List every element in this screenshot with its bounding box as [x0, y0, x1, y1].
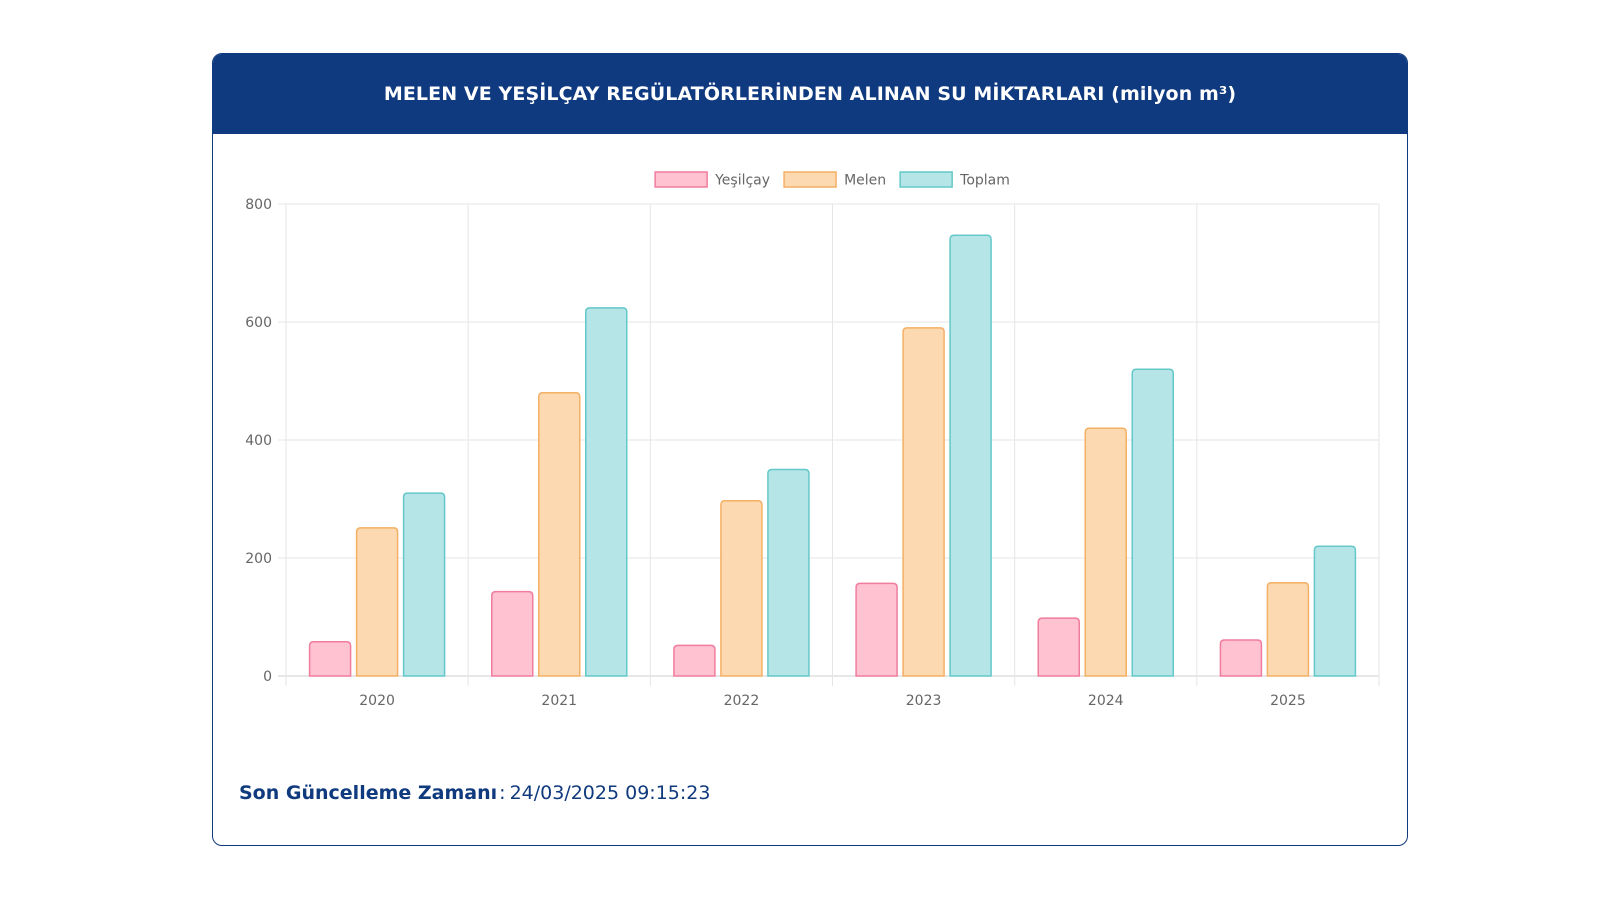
legend-swatch-toplam [899, 171, 953, 188]
bar-chart: 0 200 400 600 800 2020 2021 2022 2023 2024 2025 Yeş… [245, 171, 1380, 709]
bar-yeşilçay-2021 [491, 590, 534, 677]
bar-melen-2022 [720, 500, 763, 677]
x-tick-label: 2021 [541, 693, 577, 709]
bar-yeşilçay-2024 [1037, 617, 1080, 677]
last-update-separator: : [499, 782, 506, 804]
bar-melen-2021 [538, 392, 581, 677]
bar-melen-2023 [902, 327, 945, 677]
y-tick-label: 400 [245, 433, 272, 449]
bar-toplam-2022 [767, 468, 810, 677]
bar-melen-2020 [355, 527, 399, 677]
x-tick-label: 2020 [359, 693, 395, 709]
bar-yeşilçay-2022 [673, 644, 716, 677]
bar-melen-2024 [1084, 427, 1127, 677]
bar-melen-2025 [1266, 582, 1310, 677]
legend-label: Toplam [959, 173, 1010, 189]
x-tick-label: 2023 [906, 693, 942, 709]
last-update: Son Güncelleme Zamanı:24/03/2025 09:15:2… [239, 782, 710, 804]
legend-label: Yeşilçay [714, 173, 770, 189]
card-header: MELEN VE YEŞİLÇAY REGÜLATÖRLERİNDEN ALIN… [213, 54, 1407, 134]
chart-card: MELEN VE YEŞİLÇAY REGÜLATÖRLERİNDEN ALIN… [212, 53, 1408, 846]
y-tick-label: 600 [245, 315, 272, 331]
bar-yeşilçay-2023 [855, 582, 898, 677]
bar-toplam-2025 [1313, 545, 1357, 677]
chart-title: MELEN VE YEŞİLÇAY REGÜLATÖRLERİNDEN ALIN… [383, 83, 1237, 105]
bar-yeşilçay-2020 [308, 641, 352, 677]
bar-toplam-2020 [402, 492, 446, 677]
y-tick-label: 800 [245, 197, 272, 213]
last-update-value: 24/03/2025 09:15:23 [509, 782, 711, 804]
last-update-label: Son Güncelleme Zamanı [239, 782, 498, 804]
legend-swatch-yeşilçay [654, 171, 708, 188]
legend-label: Melen [844, 173, 886, 189]
bar-toplam-2024 [1131, 368, 1174, 677]
x-tick-label: 2025 [1270, 693, 1306, 709]
y-tick-label: 0 [263, 669, 272, 685]
bar-yeşilçay-2025 [1219, 639, 1263, 677]
x-tick-label: 2022 [724, 693, 760, 709]
bar-toplam-2023 [949, 234, 992, 677]
bar-toplam-2021 [585, 307, 628, 677]
y-tick-label: 200 [245, 551, 272, 567]
legend-swatch-melen [783, 171, 837, 188]
x-tick-label: 2024 [1088, 693, 1124, 709]
